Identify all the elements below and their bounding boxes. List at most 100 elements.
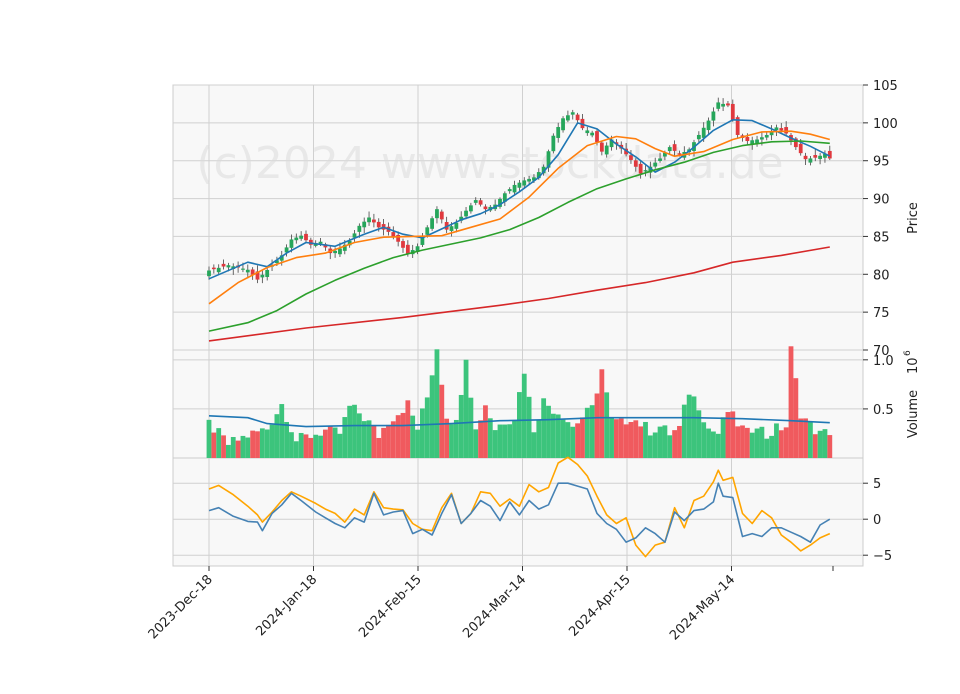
volume-bar [735, 426, 741, 458]
volume-bar [623, 424, 629, 458]
grid-lines [173, 84, 863, 566]
volume-bar [313, 434, 319, 458]
candle-body [425, 227, 430, 235]
candle-body [624, 148, 628, 155]
volume-bar [473, 429, 479, 458]
volume-bar [827, 435, 833, 458]
candle-body [478, 200, 483, 205]
volume-bar [555, 414, 561, 458]
volume-bar [686, 394, 692, 458]
volume-bar [565, 422, 571, 458]
candle-body [435, 209, 439, 219]
volume-bar [808, 421, 813, 458]
svg-text:Volume: Volume [906, 390, 921, 438]
candle-body [211, 267, 216, 270]
candle-body [512, 184, 517, 193]
volume-bar [706, 428, 711, 458]
candle-body [721, 103, 725, 107]
candle-body [711, 111, 716, 121]
candle-body [401, 241, 405, 248]
candle-body [449, 226, 454, 231]
volume-bar [284, 421, 289, 458]
volume-bar [468, 397, 474, 458]
volume-bar [749, 432, 755, 458]
candle-body [653, 162, 658, 167]
candle-body [755, 139, 759, 144]
candle-body [498, 198, 502, 207]
candle-body [527, 178, 531, 182]
price-tick-label: 80 [873, 268, 890, 283]
volume-bar [696, 410, 702, 458]
candle-body [726, 103, 730, 106]
candle-body [279, 255, 284, 261]
volume-bar [720, 417, 726, 458]
candle-body [604, 145, 609, 155]
oscillator-line-2 [208, 482, 831, 543]
volume-bar [371, 425, 377, 458]
indicator-lines [208, 119, 831, 558]
volume-bar [211, 432, 217, 458]
volume-bar [259, 428, 265, 458]
candle-body [745, 137, 750, 142]
volume-bar [390, 421, 396, 458]
price-tick-label: 100 [873, 117, 898, 132]
candle-body [609, 139, 614, 148]
volume-bar [410, 415, 416, 458]
volume-bar [740, 425, 745, 458]
candle-body [216, 267, 221, 273]
volume-bar [352, 404, 357, 458]
volume-bar [531, 432, 537, 458]
candle-body [551, 135, 556, 152]
volume-bar [570, 426, 576, 458]
candle-body [342, 244, 347, 251]
candle-body [769, 131, 774, 136]
candle-body [299, 235, 304, 239]
volume-bar [381, 427, 386, 458]
volume-bar [289, 432, 294, 458]
volume-bar [536, 420, 542, 458]
volume-bar [691, 396, 697, 458]
volume-bar [206, 419, 212, 458]
volume-bar [769, 435, 774, 458]
candle-body [532, 177, 536, 181]
candle-body [561, 118, 565, 131]
volume-bar [526, 396, 532, 458]
volume-bar [759, 426, 765, 458]
volume-bar [318, 435, 323, 458]
volume-bar [730, 411, 736, 458]
volume-bar [245, 437, 251, 458]
candle-body [633, 160, 638, 167]
candle-body [566, 115, 570, 121]
candle-body [793, 138, 798, 148]
candle-body [599, 142, 604, 152]
price-panel-background [172, 84, 864, 351]
candle-body [255, 271, 260, 280]
volume-bar [594, 393, 600, 458]
volume-bar [614, 419, 619, 458]
volume-bar [264, 429, 270, 458]
candle-body [706, 120, 711, 131]
volume-bar [458, 394, 464, 458]
volume-bar [483, 405, 488, 458]
candle-body [648, 166, 653, 173]
volume-bar [817, 430, 823, 458]
volume-bar [783, 427, 789, 458]
candle-body [735, 117, 740, 135]
volume-bar [376, 437, 382, 458]
volume-bar [589, 405, 595, 458]
volume-bar [652, 432, 658, 458]
candle-body [556, 127, 561, 138]
volume-bar [415, 429, 420, 458]
volume-bar [439, 384, 445, 458]
candle-body [275, 260, 279, 264]
candle-body [774, 127, 779, 131]
volume-axis-label-text: Volume [906, 390, 921, 438]
volume-bar [255, 431, 260, 458]
candle-body [245, 269, 250, 273]
candle-body [289, 239, 294, 248]
candle-body [318, 241, 323, 244]
volume-axis-exponent: 10 [906, 357, 921, 374]
candle-body [357, 225, 362, 232]
